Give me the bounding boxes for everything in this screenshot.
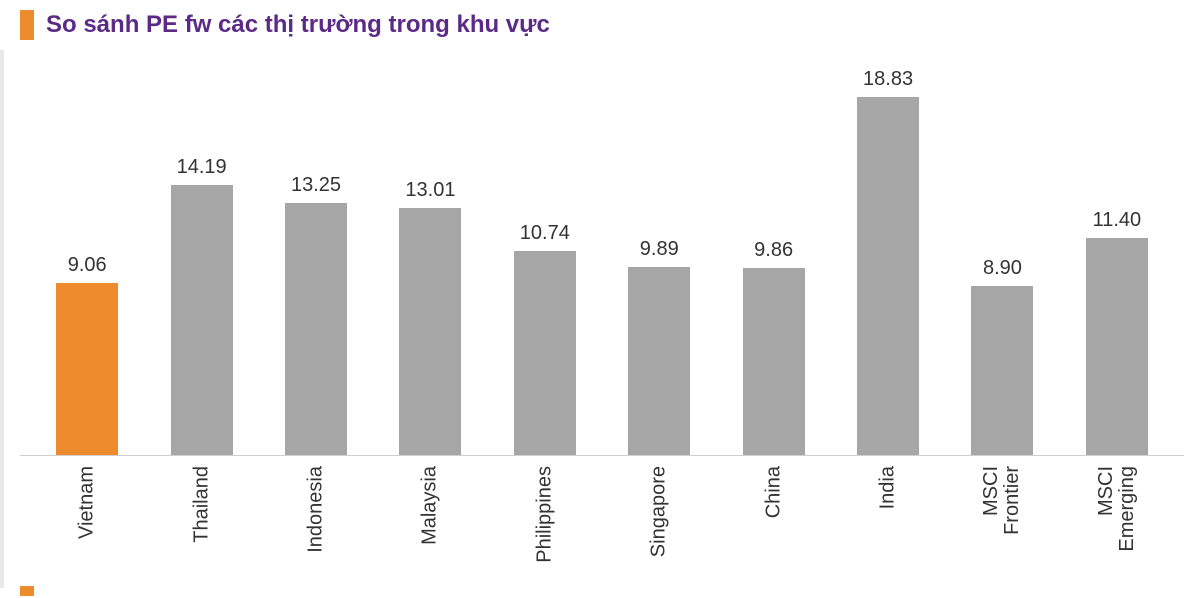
bar-value-label: 14.19 (177, 156, 227, 179)
bar-value-label: 8.90 (983, 257, 1022, 280)
bar-value-label: 18.83 (863, 68, 913, 91)
x-label-slot: China (716, 456, 830, 586)
bottom-accent-block (20, 586, 34, 596)
chart-plot-area: 9.06 14.19 13.25 13.01 10.74 9.89 9.86 18.83 8.9… (20, 46, 1184, 456)
bar-slot: 8.90 (945, 46, 1059, 455)
x-axis-label: Singapore (649, 466, 670, 557)
bar-slot: 18.83 (831, 46, 945, 455)
x-label-slot: Philippines (488, 456, 602, 586)
bar-slot: 10.74 (488, 46, 602, 455)
bar-slot: 9.89 (602, 46, 716, 455)
bar-value-label: 10.74 (520, 222, 570, 245)
bar-rect (628, 267, 690, 455)
x-axis-label: MSCIFrontier (981, 466, 1023, 535)
bar-value-label: 9.89 (640, 238, 679, 261)
chart-title: So sánh PE fw các thị trường trong khu v… (46, 11, 550, 39)
chart-container: So sánh PE fw các thị trường trong khu v… (0, 0, 1204, 598)
title-row: So sánh PE fw các thị trường trong khu v… (20, 10, 1184, 40)
x-label-slot: MSCIFrontier (945, 456, 1059, 586)
x-label-slot: Singapore (602, 456, 716, 586)
bar-rect (743, 268, 805, 455)
x-label-slot: MSCIEmerging (1060, 456, 1174, 586)
bar-value-label: 9.86 (754, 239, 793, 262)
x-label-slot: India (831, 456, 945, 586)
left-edge-decoration (0, 50, 4, 588)
bar-rect (285, 203, 347, 455)
x-axis-label: Malaysia (420, 466, 441, 545)
x-axis-label: Vietnam (77, 466, 98, 539)
bar-rect (171, 185, 233, 455)
bar-rect (56, 283, 118, 455)
bar-slot: 9.06 (30, 46, 144, 455)
x-axis-label: Indonesia (306, 466, 327, 553)
x-axis-label: Philippines (534, 466, 555, 563)
x-label-slot: Thailand (144, 456, 258, 586)
bar-value-label: 13.01 (405, 179, 455, 202)
bar-rect (399, 208, 461, 455)
x-label-slot: Malaysia (373, 456, 487, 586)
bar-slot: 9.86 (716, 46, 830, 455)
x-axis-label: India (878, 466, 899, 509)
bar-value-label: 11.40 (1093, 209, 1142, 232)
bars-group: 9.06 14.19 13.25 13.01 10.74 9.89 9.86 18.83 8.9… (30, 46, 1174, 455)
x-axis-label: MSCIEmerging (1096, 466, 1138, 552)
bar-slot: 14.19 (144, 46, 258, 455)
x-axis-label: China (763, 466, 784, 518)
x-axis-label: Thailand (191, 466, 212, 543)
bar-rect (971, 286, 1033, 455)
x-axis-labels: Vietnam Thailand Indonesia Malaysia Philippi… (20, 456, 1184, 586)
bar-rect (1086, 238, 1148, 455)
bar-value-label: 9.06 (68, 254, 107, 277)
bar-value-label: 13.25 (291, 174, 341, 197)
bar-slot: 13.01 (373, 46, 487, 455)
bar-slot: 11.40 (1060, 46, 1174, 455)
x-label-slot: Indonesia (259, 456, 373, 586)
bar-rect (857, 97, 919, 455)
bar-slot: 13.25 (259, 46, 373, 455)
bar-rect (514, 251, 576, 455)
title-accent-block (20, 10, 34, 40)
x-label-slot: Vietnam (30, 456, 144, 586)
